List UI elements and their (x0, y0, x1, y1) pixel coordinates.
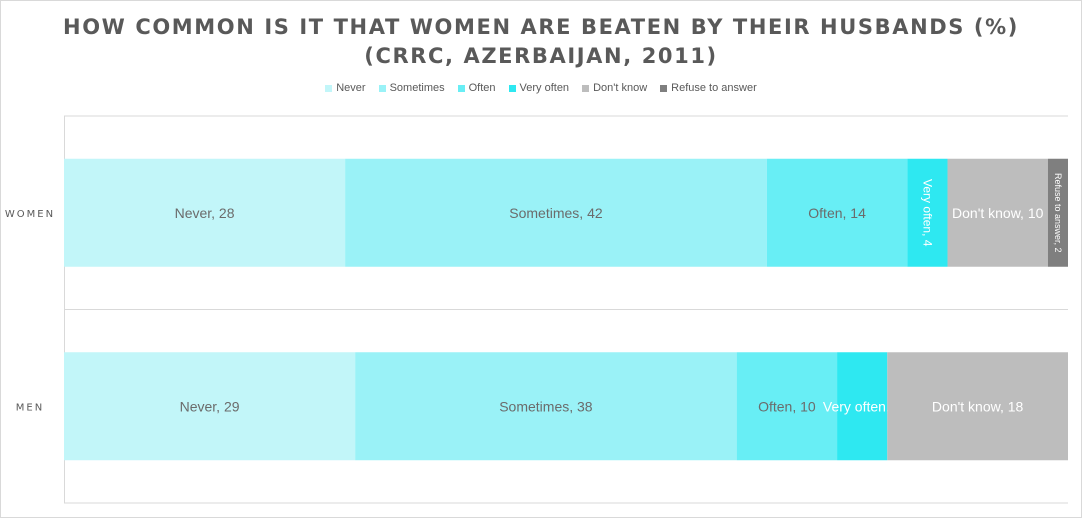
data-label: Sometimes, 38 (499, 398, 593, 414)
category-label: MEN (16, 402, 44, 413)
legend-label: Refuse to answer (671, 82, 757, 94)
chart-legend: Never Sometimes Often Very often Don't know R… (0, 82, 1082, 94)
bar-segment (766, 158, 908, 267)
legend-label: Often (468, 82, 496, 94)
legend-item-5: Refuse to answer (660, 82, 757, 94)
legend-swatch (582, 84, 590, 92)
legend-item-1: Sometimes (378, 82, 445, 94)
chart-title-line-1: HOW COMMON IS IT THAT WOMEN ARE BEATEN B… (63, 15, 1019, 39)
legend-label: Sometimes (389, 82, 445, 94)
data-label: Often, 14 (808, 205, 866, 221)
data-label: Don't know, 10 (952, 205, 1044, 221)
legend-item-2: Often (457, 82, 496, 94)
legend-swatch (325, 84, 333, 92)
data-label: Never, 28 (175, 205, 235, 221)
category-label: WOMEN (5, 209, 55, 220)
data-label: Very often, 4 (920, 179, 934, 247)
legend-item-4: Don't know (582, 82, 647, 94)
bar-segment (64, 352, 356, 461)
legend-item-3: Very often (508, 82, 570, 94)
chart-title-line-2: (CRRC, AZERBAIJAN, 2011) (364, 44, 718, 68)
bar-segment (64, 158, 346, 267)
data-label: Sometimes, 42 (509, 205, 603, 221)
bar-segment (907, 158, 948, 267)
legend-swatch (660, 84, 668, 92)
legend-swatch (457, 84, 465, 92)
legend-label: Don't know (593, 82, 648, 94)
data-label: Often, 10 (758, 398, 816, 414)
data-label: Refuse to answer, 2 (1053, 173, 1063, 253)
bar-segment (355, 352, 737, 461)
legend-swatch (378, 84, 386, 92)
bar-segment (345, 158, 767, 267)
legend-label: Never (336, 82, 366, 94)
data-label: Never, 29 (180, 398, 240, 414)
bar-segment (1047, 158, 1068, 267)
bar-segment (736, 352, 838, 461)
legend-swatch (508, 84, 516, 92)
bar-segment (887, 352, 1068, 461)
bar-segment (837, 352, 888, 461)
data-label: Don't know, 18 (932, 398, 1024, 414)
data-label: Very often, 5 (823, 398, 902, 414)
legend-label: Very often (519, 82, 570, 94)
legend-item-0: Never (325, 82, 366, 94)
bar-segment (947, 158, 1048, 267)
